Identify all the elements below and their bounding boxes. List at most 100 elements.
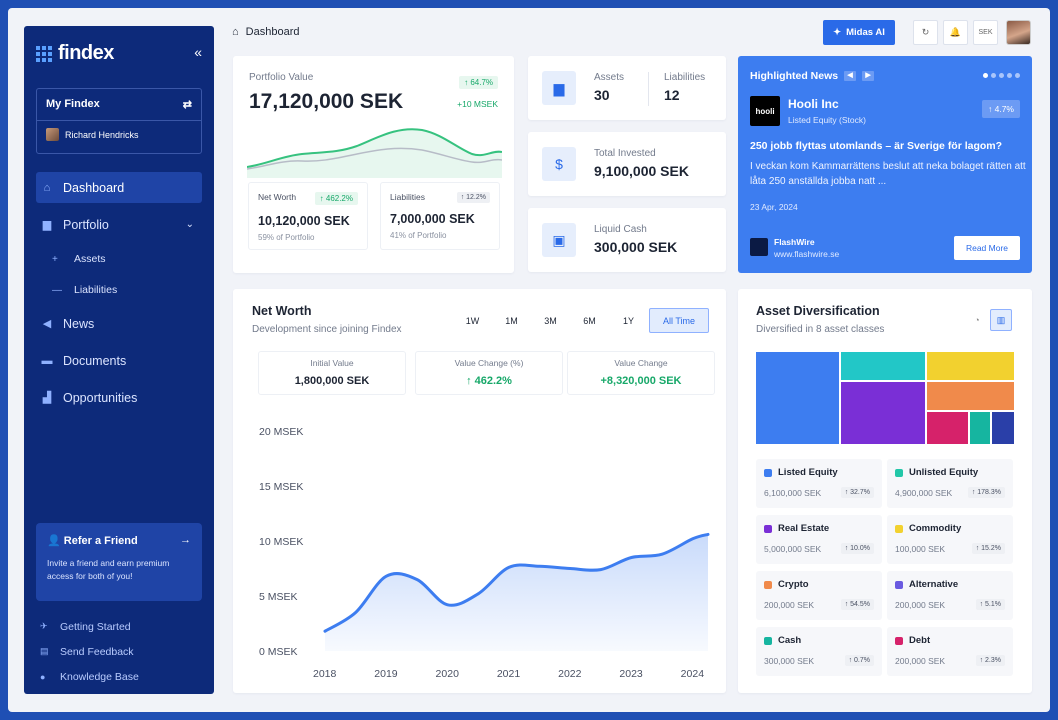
asset-change-badge: ↑ 32.7% [840,487,874,498]
treemap-commodity[interactable] [927,352,1014,380]
net-worth-card: Net Worth Development since joining Find… [233,289,726,693]
nav-dashboard[interactable]: ⌂ Dashboard [36,172,202,203]
arrow-right-icon[interactable]: → [180,534,191,546]
send-feedback-link[interactable]: ▤ Send Feedback [40,639,139,664]
breadcrumb-label: Dashboard [245,26,300,38]
mini-pct: 59% of Portfolio [258,233,315,242]
asset-item[interactable]: Listed Equity 6,100,000 SEK ↑ 32.7% [756,459,882,508]
x-tick-label: 2020 [436,668,460,680]
portfolio-value: 17,120,000 SEK [249,90,404,113]
home-icon[interactable]: ⌂ [232,26,239,38]
asset-color-icon [764,580,772,589]
prev-arrow-icon[interactable]: ◀ [844,71,857,81]
portfolio-change-badge: ↑ 64.7% [459,76,498,89]
treemap-real-estate[interactable] [841,382,925,444]
add-user-icon: 👤 [47,535,61,547]
asset-change-badge: ↑ 54.5% [840,599,874,610]
link-label: Send Feedback [60,645,134,658]
asset-item[interactable]: Cash 300,000 SEK ↑ 0.7% [756,627,882,676]
logo[interactable]: findex [36,42,114,65]
treemap-cash[interactable] [970,412,990,444]
news-company[interactable]: Hooli Inc [788,97,839,111]
notifications-button[interactable]: 🔔 [943,20,968,45]
range-6m[interactable]: 6M [583,315,596,326]
range-1w[interactable]: 1W [465,315,480,326]
total-invested-card[interactable]: $ Total Invested 9,100,000 SEK [528,132,726,196]
assets-liabilities-card[interactable]: ▆ Assets 30 Liabilities 12 [528,56,726,120]
liquid-cash-card[interactable]: ▣ Liquid Cash 300,000 SEK [528,208,726,272]
asset-color-icon [764,524,772,533]
treemap-debt[interactable] [927,412,968,444]
invested-value: 9,100,000 SEK [594,163,689,179]
asset-item[interactable]: Alternative 200,000 SEK ↑ 5.1% [887,571,1013,620]
main-nav: ⌂ Dashboard ▆ Portfolio ⌄ + Assets — Liabilit… [36,172,202,419]
range-1m[interactable]: 1M [505,315,518,326]
net-worth-subtitle: Development since joining Findex [252,324,402,335]
range-all-time[interactable]: All Time [649,308,709,333]
asset-item[interactable]: Unlisted Equity 4,900,000 SEK ↑ 178.3% [887,459,1013,508]
news-url[interactable]: www.flashwire.se [774,249,840,259]
user-avatar [46,128,59,141]
treemap-view-icon[interactable]: ▥ [990,309,1012,331]
y-tick-label: 15 MSEK [259,481,303,493]
currency-button[interactable]: SEK [973,20,998,45]
nav-opportunities[interactable]: ▟ Opportunities [36,382,202,413]
asset-item[interactable]: Debt 200,000 SEK ↑ 2.3% [887,627,1013,676]
assets-label: Assets [594,72,625,83]
asset-name: Alternative [909,579,959,590]
mini-pct: 41% of Portfolio [390,231,447,240]
asset-item[interactable]: Commodity 100,000 SEK ↑ 15.2% [887,515,1013,564]
nav-liabilities[interactable]: — Liabilities [36,277,202,303]
bell-icon: 🔔 [949,27,962,37]
portfolio-card: Portfolio Value 17,120,000 SEK ↑ 64.7% +… [233,56,514,273]
kpi-label: Value Change [614,358,668,368]
asset-color-icon [764,636,772,645]
asset-value: 6,100,000 SEK [764,487,822,498]
refresh-button[interactable]: ↻ [913,20,938,45]
treemap-listed-equity[interactable] [756,352,839,444]
cash-value: 300,000 SEK [594,239,678,255]
pie-view-icon[interactable]: ◔ [974,315,980,325]
knowledge-base-link[interactable]: ● Knowledge Base [40,664,139,689]
asset-item[interactable]: Real Estate 5,000,000 SEK ↑ 10.0% [756,515,882,564]
range-1y[interactable]: 1Y [622,315,634,326]
nav-documents[interactable]: ▬ Documents [36,345,202,376]
range-selector: 1W 1M 3M 6M 1Y All Time [454,308,709,333]
asset-div-title: Asset Diversification [756,304,880,318]
wallet-icon: ▣ [542,223,576,257]
treemap-crypto[interactable] [927,382,1014,410]
midas-ai-button[interactable]: ✦ Midas AI [823,20,895,45]
refer-title: Refer a Friend [63,535,138,547]
range-3m[interactable]: 3M [544,315,557,326]
read-more-button[interactable]: Read More [954,236,1020,260]
switch-icon[interactable]: ⇄ [182,99,192,111]
y-tick-label: 10 MSEK [259,536,303,548]
net-worth-mini: Net Worth ↑ 462.2% 10,120,000 SEK 59% of … [248,182,368,250]
news-headline[interactable]: 250 jobb flyttas utomlands – är Sverige … [750,140,1003,152]
mini-label: Net Worth [258,192,297,202]
next-arrow-icon[interactable]: ▶ [862,71,875,81]
asset-item[interactable]: Crypto 200,000 SEK ↑ 54.5% [756,571,882,620]
collapse-sidebar-icon[interactable]: « [194,44,202,60]
asset-name: Listed Equity [778,467,838,478]
mini-label: Liabilities [390,192,425,202]
nav-news[interactable]: ◀ News [36,308,202,339]
liabilities-value: 12 [664,87,680,103]
my-findex-label: My Findex [46,98,100,110]
profile-avatar[interactable] [1006,20,1031,45]
treemap-unlisted-equity[interactable] [841,352,925,380]
getting-started-link[interactable]: ✈ Getting Started [40,614,139,639]
nav-assets[interactable]: + Assets [36,246,202,272]
nav-portfolio[interactable]: ▆ Portfolio ⌄ [36,209,202,240]
kpi-value: +8,320,000 SEK [600,375,682,387]
treemap-alternative[interactable] [992,412,1014,444]
chart-icon: ▟ [42,392,52,404]
app-window: findex « My Findex ⇄ Richard Hendricks ⌂ D… [8,8,1050,712]
refer-card[interactable]: 👤 Refer a Friend → Invite a friend and ea… [36,523,202,601]
invested-label: Total Invested [594,148,656,159]
nav-label: News [63,316,95,331]
carousel-dots[interactable] [983,73,1020,78]
account-switcher[interactable]: My Findex ⇄ Richard Hendricks [36,88,202,154]
asset-color-icon [895,636,903,645]
x-tick-label: 2023 [619,668,643,680]
